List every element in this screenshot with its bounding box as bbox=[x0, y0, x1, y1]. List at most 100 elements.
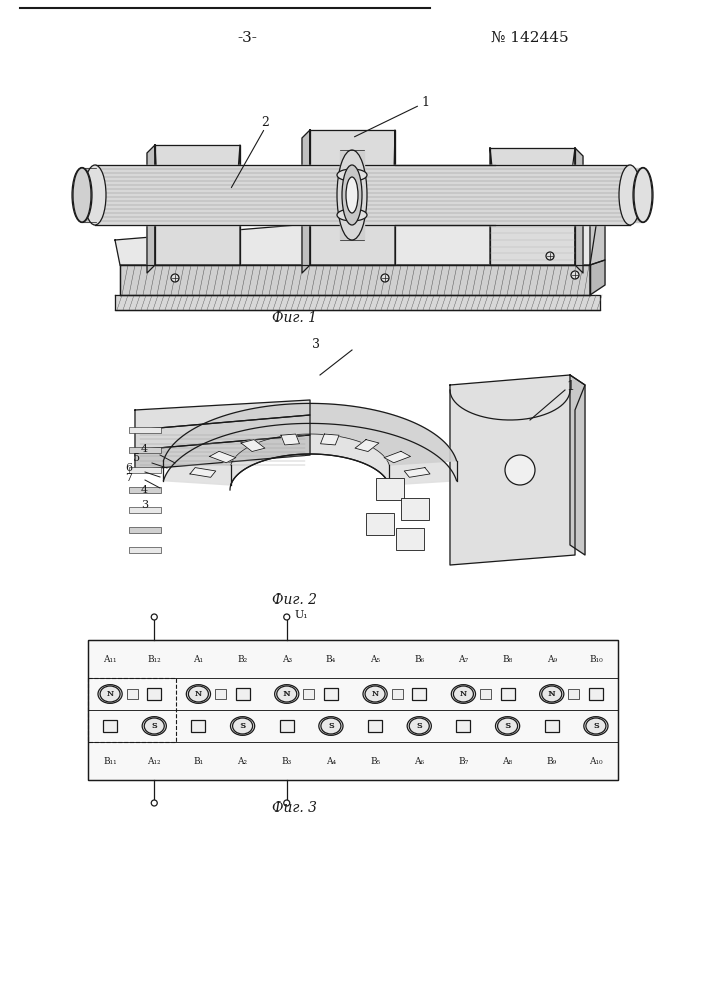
Ellipse shape bbox=[337, 150, 367, 240]
Text: B₁: B₁ bbox=[193, 756, 204, 766]
Text: S: S bbox=[416, 722, 422, 730]
Text: S: S bbox=[593, 722, 599, 730]
Ellipse shape bbox=[230, 717, 255, 735]
Polygon shape bbox=[82, 168, 96, 222]
Text: A₃: A₃ bbox=[281, 654, 292, 664]
Bar bbox=[368, 720, 382, 732]
Ellipse shape bbox=[498, 718, 518, 734]
Bar bbox=[547, 721, 557, 731]
Ellipse shape bbox=[633, 167, 653, 223]
Polygon shape bbox=[490, 148, 575, 265]
Bar bbox=[457, 720, 470, 732]
Polygon shape bbox=[95, 165, 495, 225]
Text: N: N bbox=[283, 690, 291, 698]
Bar bbox=[129, 427, 161, 433]
Text: 3: 3 bbox=[312, 338, 320, 352]
Text: B₉: B₉ bbox=[547, 756, 557, 766]
Circle shape bbox=[171, 274, 179, 282]
Bar bbox=[147, 688, 161, 700]
Ellipse shape bbox=[619, 165, 641, 225]
Text: S: S bbox=[505, 722, 510, 730]
Ellipse shape bbox=[407, 717, 431, 735]
Bar bbox=[401, 498, 429, 520]
Bar bbox=[127, 689, 138, 699]
Ellipse shape bbox=[539, 685, 564, 703]
Bar bbox=[366, 513, 394, 535]
Text: N: N bbox=[548, 690, 556, 698]
Circle shape bbox=[546, 252, 554, 260]
Polygon shape bbox=[115, 200, 600, 265]
Ellipse shape bbox=[542, 686, 562, 702]
Text: A₁₁: A₁₁ bbox=[103, 654, 117, 664]
Circle shape bbox=[381, 274, 389, 282]
Text: B₅: B₅ bbox=[370, 756, 380, 766]
Bar bbox=[215, 689, 226, 699]
Ellipse shape bbox=[142, 717, 166, 735]
Bar bbox=[235, 688, 250, 700]
Polygon shape bbox=[310, 130, 395, 265]
Polygon shape bbox=[630, 168, 643, 222]
Bar bbox=[105, 721, 115, 731]
Ellipse shape bbox=[337, 209, 367, 221]
Bar bbox=[280, 720, 293, 732]
Text: B₈: B₈ bbox=[503, 654, 513, 664]
Text: 1: 1 bbox=[566, 379, 574, 392]
Bar bbox=[149, 689, 160, 699]
Ellipse shape bbox=[584, 717, 608, 735]
Bar bbox=[458, 721, 469, 731]
Ellipse shape bbox=[451, 685, 476, 703]
Polygon shape bbox=[310, 130, 395, 265]
Ellipse shape bbox=[453, 686, 474, 702]
Text: A₁: A₁ bbox=[194, 654, 204, 664]
Bar bbox=[414, 689, 425, 699]
Text: A₉: A₉ bbox=[547, 654, 557, 664]
Ellipse shape bbox=[84, 165, 106, 225]
Circle shape bbox=[284, 800, 290, 806]
Text: S: S bbox=[593, 722, 599, 730]
Polygon shape bbox=[209, 451, 236, 463]
Bar bbox=[129, 507, 161, 513]
Bar bbox=[325, 689, 337, 699]
Bar bbox=[129, 467, 161, 473]
Ellipse shape bbox=[634, 168, 652, 222]
Ellipse shape bbox=[321, 718, 341, 734]
Polygon shape bbox=[340, 150, 364, 240]
Text: B₃: B₃ bbox=[281, 756, 292, 766]
Ellipse shape bbox=[319, 717, 343, 735]
Bar bbox=[568, 689, 579, 699]
Polygon shape bbox=[490, 148, 575, 265]
Text: S: S bbox=[505, 722, 510, 730]
Polygon shape bbox=[384, 451, 411, 463]
Polygon shape bbox=[147, 145, 155, 273]
Polygon shape bbox=[450, 375, 585, 565]
Ellipse shape bbox=[100, 686, 120, 702]
Text: B₇: B₇ bbox=[458, 756, 469, 766]
Ellipse shape bbox=[233, 718, 252, 734]
Polygon shape bbox=[241, 440, 265, 452]
Text: B₄: B₄ bbox=[326, 654, 336, 664]
Polygon shape bbox=[404, 468, 430, 477]
Text: 7: 7 bbox=[125, 473, 132, 483]
Polygon shape bbox=[135, 435, 310, 470]
Bar bbox=[392, 689, 402, 699]
Polygon shape bbox=[590, 190, 605, 265]
Polygon shape bbox=[320, 434, 339, 445]
Bar bbox=[193, 721, 204, 731]
Text: N: N bbox=[106, 690, 114, 698]
Text: N: N bbox=[107, 690, 113, 698]
Ellipse shape bbox=[276, 686, 297, 702]
Ellipse shape bbox=[72, 167, 92, 223]
Polygon shape bbox=[155, 145, 240, 265]
Bar bbox=[303, 689, 314, 699]
Ellipse shape bbox=[73, 168, 91, 222]
Bar bbox=[589, 688, 603, 700]
Polygon shape bbox=[302, 130, 310, 273]
Text: B₁₁: B₁₁ bbox=[103, 756, 117, 766]
Polygon shape bbox=[115, 295, 600, 310]
Polygon shape bbox=[590, 260, 605, 295]
Bar bbox=[324, 688, 338, 700]
Bar bbox=[396, 528, 424, 550]
Bar bbox=[192, 720, 206, 732]
Circle shape bbox=[571, 271, 579, 279]
Text: N: N bbox=[195, 690, 201, 698]
